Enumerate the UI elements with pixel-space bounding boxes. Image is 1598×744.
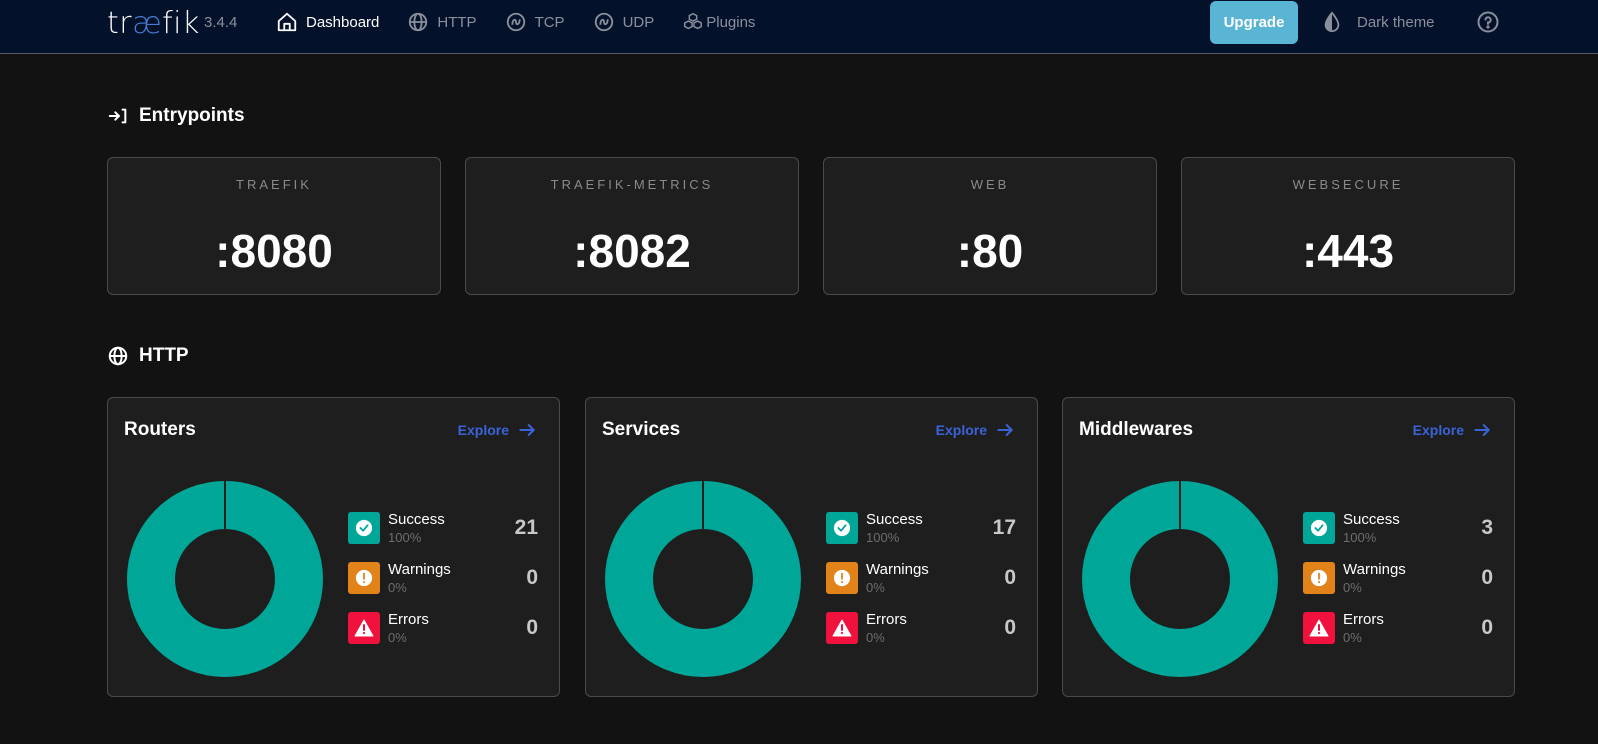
entrypoint-card-traefik-metrics: TRAEFIK-METRICS :8082 [465,157,799,295]
legend-success: Success 100% 3 [1303,511,1493,562]
entrypoint-port: :8082 [573,225,691,277]
warning-circle-icon [1303,562,1335,594]
udp-icon [593,11,615,33]
dark-theme-toggle[interactable]: Dark theme [1321,0,1435,44]
routers-card: Routers Explore Success 100% 21 Warnings… [107,397,560,697]
home-icon [276,11,298,33]
explore-routers-link[interactable]: Explore [458,420,537,440]
arrow-right-icon [995,420,1015,440]
status-legend: Success 100% 17 Warnings 0% 0 Errors 0% … [826,511,1016,662]
entrypoint-name: TRAEFIK [236,177,312,192]
entrypoints-heading: Entrypoints [107,105,245,127]
card-title: Routers [124,419,196,440]
help-icon[interactable] [1476,10,1500,34]
nav-plugins[interactable]: Plugins [682,0,755,44]
legend-success: Success 100% 17 [826,511,1016,562]
entrypoint-port: :443 [1301,225,1395,277]
status-donut-chart [1081,480,1279,678]
status-legend: Success 100% 21 Warnings 0% 0 Errors 0% … [348,511,538,662]
legend-warnings: Warnings 0% 0 [348,561,538,612]
globe-icon [407,11,429,33]
entry-arrow-icon [107,105,129,127]
status-donut-chart [604,480,802,678]
nav-tcp[interactable]: TCP [505,0,565,44]
upgrade-button[interactable]: Upgrade [1210,1,1298,44]
error-triangle-icon [348,612,380,644]
entrypoint-port: :80 [956,225,1024,277]
entrypoint-name: TRAEFIK-METRICS [550,177,714,192]
card-title: Services [602,419,681,440]
legend-success: Success 100% 21 [348,511,538,562]
arrow-right-icon [1472,420,1492,440]
card-title: Middlewares [1079,419,1194,440]
error-triangle-icon [1303,612,1335,644]
middlewares-card: Middlewares Explore Success 100% 3 Warni… [1062,397,1515,697]
legend-errors: Errors 0% 0 [1303,611,1493,662]
status-donut-chart [126,480,324,678]
legend-warnings: Warnings 0% 0 [1303,561,1493,612]
legend-errors: Errors 0% 0 [826,611,1016,662]
warning-circle-icon [348,562,380,594]
check-circle-icon [348,512,380,544]
arrow-right-icon [517,420,537,440]
nav-dashboard[interactable]: Dashboard [276,0,379,44]
entrypoint-name: WEB [970,177,1010,192]
http-heading: HTTP [107,345,189,367]
explore-middlewares-link[interactable]: Explore [1413,420,1492,440]
status-legend: Success 100% 3 Warnings 0% 0 Errors 0% 0 [1303,511,1493,662]
check-circle-icon [826,512,858,544]
version-label: 3.4.4 [204,14,238,31]
globe-icon [107,345,129,367]
legend-warnings: Warnings 0% 0 [826,561,1016,612]
entrypoint-card-websecure: WEBSECURE :443 [1181,157,1515,295]
traefik-logo[interactable]: træfik [107,6,200,41]
legend-errors: Errors 0% 0 [348,611,538,662]
entrypoint-port: :8080 [215,225,333,277]
explore-services-link[interactable]: Explore [936,420,1015,440]
main-nav: Dashboard HTTP TCP UDP Plugins [276,0,783,44]
plugins-icon [682,11,704,33]
nav-http[interactable]: HTTP [407,0,477,44]
tcp-icon [505,11,527,33]
nav-udp[interactable]: UDP [593,0,654,44]
services-card: Services Explore Success 100% 17 Warning… [585,397,1038,697]
warning-circle-icon [826,562,858,594]
check-circle-icon [1303,512,1335,544]
entrypoint-card-traefik: TRAEFIK :8080 [107,157,441,295]
contrast-drop-icon [1321,11,1343,33]
error-triangle-icon [826,612,858,644]
entrypoint-name: WEBSECURE [1292,177,1404,192]
top-navbar: træfik 3.4.4 Dashboard HTTP TCP UDP [0,0,1598,54]
entrypoint-card-web: WEB :80 [823,157,1157,295]
